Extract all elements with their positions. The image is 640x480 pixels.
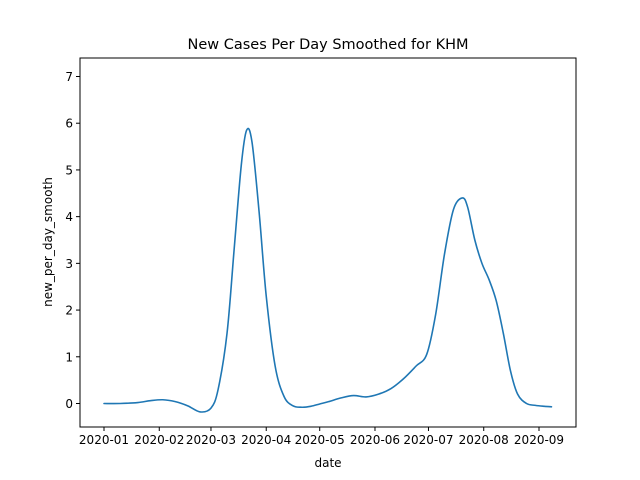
chart-title: New Cases Per Day Smoothed for KHM — [188, 37, 469, 53]
x-tick-label: 2020-08 — [459, 433, 509, 447]
y-tick-label: 3 — [65, 257, 73, 271]
y-tick-label: 1 — [65, 350, 73, 364]
y-tick-label: 4 — [65, 210, 73, 224]
series-line — [103, 127, 553, 413]
x-axis: 2020-01 2020-02 2020-03 2020-04 2020-05 2020-… — [79, 427, 564, 447]
y-tick-label: 5 — [65, 163, 73, 177]
x-tick-label: 2020-01 — [79, 433, 129, 447]
x-tick-label: 2020-04 — [241, 433, 291, 447]
x-tick-label: 2020-06 — [350, 433, 400, 447]
x-tick-label: 2020-05 — [295, 433, 345, 447]
y-axis-label: new_per_day_smooth — [41, 177, 55, 307]
y-tick-label: 0 — [65, 397, 73, 411]
x-tick-label: 2020-02 — [134, 433, 184, 447]
y-tick-label: 7 — [65, 70, 73, 84]
x-tick-label: 2020-09 — [514, 433, 564, 447]
x-axis-label: date — [314, 456, 341, 470]
x-tick-label: 2020-03 — [186, 433, 236, 447]
series-layer — [103, 127, 553, 413]
y-tick-label: 6 — [65, 117, 73, 131]
y-axis: 0 1 2 3 4 5 6 7 — [65, 70, 80, 411]
x-tick-label: 2020-07 — [403, 433, 453, 447]
plot-area — [79, 57, 577, 428]
y-tick-label: 2 — [65, 304, 73, 318]
